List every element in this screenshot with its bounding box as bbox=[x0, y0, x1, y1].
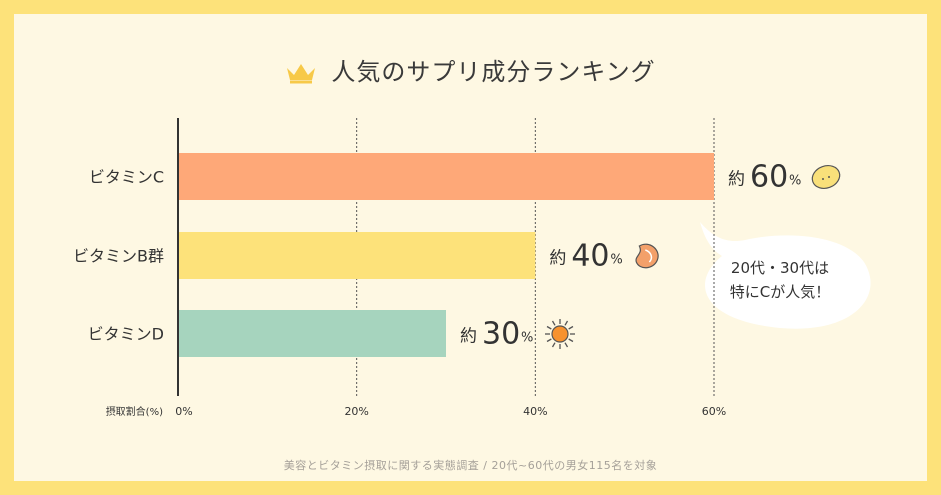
sun-core bbox=[551, 325, 569, 343]
callout-bubble-text: 20代・30代は 特にCが人気！ bbox=[700, 256, 860, 304]
value-unit-3: % bbox=[521, 331, 533, 346]
lemon-dot bbox=[828, 176, 830, 178]
sun-ray bbox=[551, 342, 556, 348]
value-label-1: 60 bbox=[750, 160, 788, 195]
bar-2 bbox=[178, 232, 536, 279]
x-axis-label: 摂取割合(%) bbox=[106, 405, 163, 418]
bar-3 bbox=[178, 310, 446, 357]
sun-ray bbox=[568, 325, 574, 330]
callout-line-1: 20代・30代は bbox=[730, 259, 830, 277]
callout-bubble bbox=[700, 222, 871, 329]
lemon-icon bbox=[811, 165, 841, 189]
sun-ray bbox=[546, 338, 552, 343]
value-label-3: 30 bbox=[482, 317, 520, 352]
bean-highlight bbox=[645, 249, 653, 263]
value-prefix-2: 約 bbox=[549, 249, 566, 269]
bar-1 bbox=[178, 153, 714, 200]
lemon-dot bbox=[822, 178, 824, 180]
value-label-2: 40 bbox=[571, 239, 609, 274]
value-unit-1: % bbox=[789, 174, 801, 189]
x-tick-label-2: 40% bbox=[523, 405, 547, 418]
sun-ray bbox=[564, 342, 569, 348]
value-prefix-1: 約 bbox=[728, 170, 745, 190]
sun-icon bbox=[545, 319, 575, 349]
crown-icon bbox=[285, 62, 317, 90]
x-tick-label-1: 20% bbox=[344, 405, 368, 418]
value-prefix-3: 約 bbox=[460, 327, 477, 347]
category-label-3: ビタミンD bbox=[88, 325, 164, 344]
x-tick-label-0: 0% bbox=[175, 405, 192, 418]
callout-line-2: 特にCが人気！ bbox=[729, 283, 831, 301]
bean-body bbox=[635, 243, 659, 269]
chart-title: 人気のサプリ成分ランキング bbox=[0, 52, 941, 90]
sun-ray bbox=[568, 338, 574, 343]
footnote: 美容とビタミン摂取に関する実態調査 / 20代~60代の男女115名を対象 bbox=[283, 459, 658, 472]
value-unit-2: % bbox=[610, 253, 622, 268]
category-label-2: ビタミンB群 bbox=[73, 247, 164, 266]
sun-ray bbox=[546, 325, 552, 330]
sun-ray bbox=[551, 320, 556, 326]
sun-ray bbox=[564, 320, 569, 326]
lemon-body bbox=[811, 165, 841, 189]
category-label-1: ビタミンC bbox=[89, 168, 164, 187]
bean-icon bbox=[635, 243, 659, 269]
x-tick-label-3: 60% bbox=[702, 405, 726, 418]
chart-title-text: 人気のサプリ成分ランキング bbox=[331, 58, 656, 86]
